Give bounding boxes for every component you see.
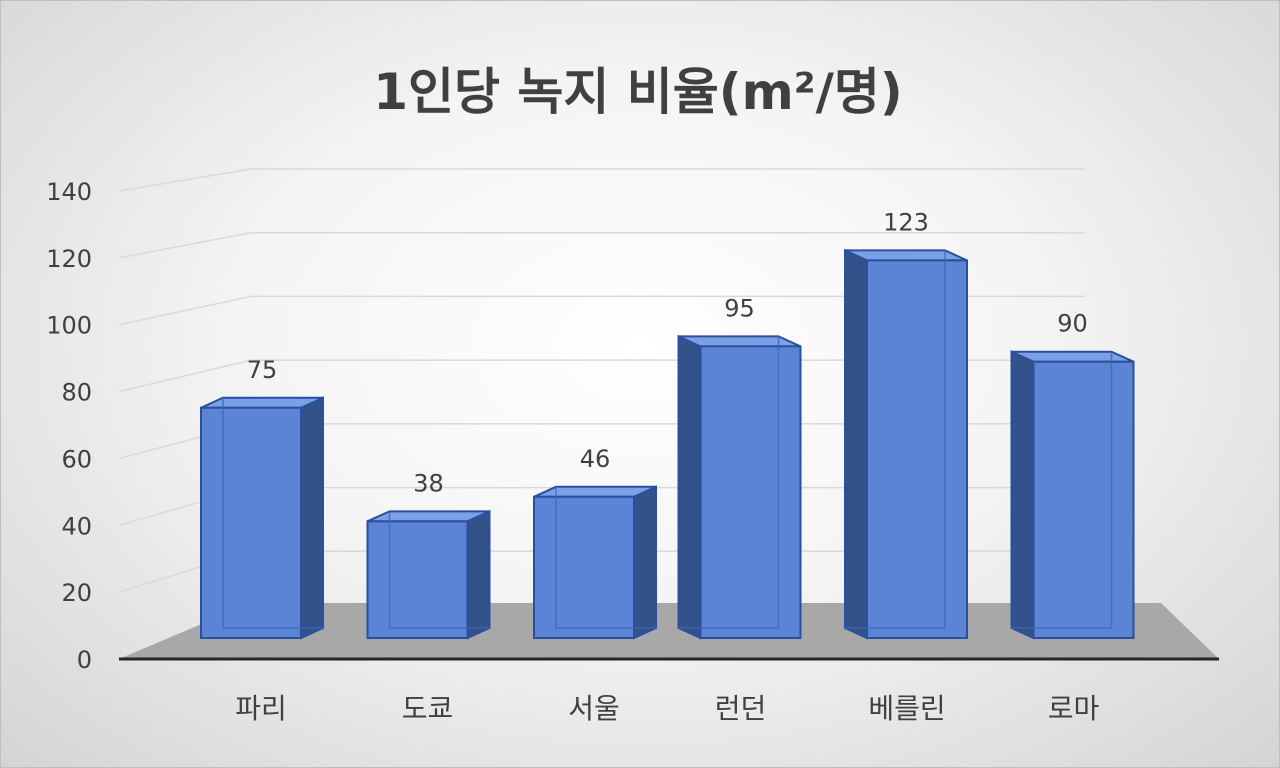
bar-back-edge xyxy=(678,336,780,629)
gridline xyxy=(118,295,1085,326)
bar-back-edge xyxy=(222,397,323,629)
y-tick-label: 40 xyxy=(61,512,92,540)
y-tick-label: 60 xyxy=(61,445,92,473)
y-tick-label: 120 xyxy=(46,245,92,273)
bar-side-face xyxy=(844,248,868,640)
bar xyxy=(533,485,657,640)
bar xyxy=(677,334,802,640)
chart-title: 1인당 녹지 비율(m²/명) xyxy=(373,63,903,121)
bar xyxy=(366,509,491,640)
data-label: 95 xyxy=(724,294,755,322)
y-tick-label: 140 xyxy=(46,178,92,206)
bar-side-face xyxy=(466,509,491,640)
bar-back-edge xyxy=(388,511,490,629)
bar-front-face xyxy=(699,345,802,639)
data-label: 46 xyxy=(580,445,611,473)
gridline xyxy=(118,168,1085,192)
bar-side-face xyxy=(1010,350,1035,640)
bar-back-edge xyxy=(845,250,946,629)
bar xyxy=(844,248,968,640)
y-tick-label: 20 xyxy=(61,579,92,607)
bar-back-edge xyxy=(555,486,656,629)
bar-top-face xyxy=(844,249,968,262)
x-axis-categories: 파리 도쿄 서울 런던 베를린 로마 xyxy=(235,692,1099,725)
y-tick-label: 80 xyxy=(61,379,92,407)
bar-top-face xyxy=(1011,350,1134,363)
x-category-label: 런던 xyxy=(715,692,767,725)
bar-front-face xyxy=(200,406,302,639)
bars xyxy=(200,248,1135,640)
bar-front-face xyxy=(866,259,968,639)
bar-side-face xyxy=(300,396,324,640)
data-labels: 75 38 46 95 123 90 xyxy=(247,208,1088,497)
bar-top-face xyxy=(367,510,490,523)
data-label: 75 xyxy=(247,356,278,384)
x-category-label: 파리 xyxy=(235,692,287,725)
bar xyxy=(1010,350,1135,640)
bar xyxy=(200,396,324,640)
y-tick-label: 0 xyxy=(77,646,92,674)
gridline xyxy=(118,359,1085,393)
bar-top-face xyxy=(200,396,324,409)
bar-side-face xyxy=(633,485,657,640)
bar-back-edge xyxy=(1011,351,1113,629)
bar-front-face xyxy=(366,520,469,640)
bar-front-face xyxy=(533,495,635,639)
y-axis-ticks: 0 20 40 60 80 100 120 140 xyxy=(46,178,92,674)
bar-top-face xyxy=(678,335,801,348)
gridline xyxy=(118,231,1085,259)
x-category-label: 베를린 xyxy=(868,692,945,725)
x-category-label: 로마 xyxy=(1048,692,1100,725)
x-category-label: 서울 xyxy=(568,692,620,725)
data-label: 38 xyxy=(413,469,444,497)
bar-top-face xyxy=(533,485,657,498)
data-label: 123 xyxy=(883,208,929,236)
y-tick-label: 100 xyxy=(46,312,92,340)
data-label: 90 xyxy=(1057,310,1088,338)
x-category-label: 도쿄 xyxy=(402,692,454,725)
bar-side-face xyxy=(677,334,702,640)
bar-front-face xyxy=(1032,360,1135,639)
